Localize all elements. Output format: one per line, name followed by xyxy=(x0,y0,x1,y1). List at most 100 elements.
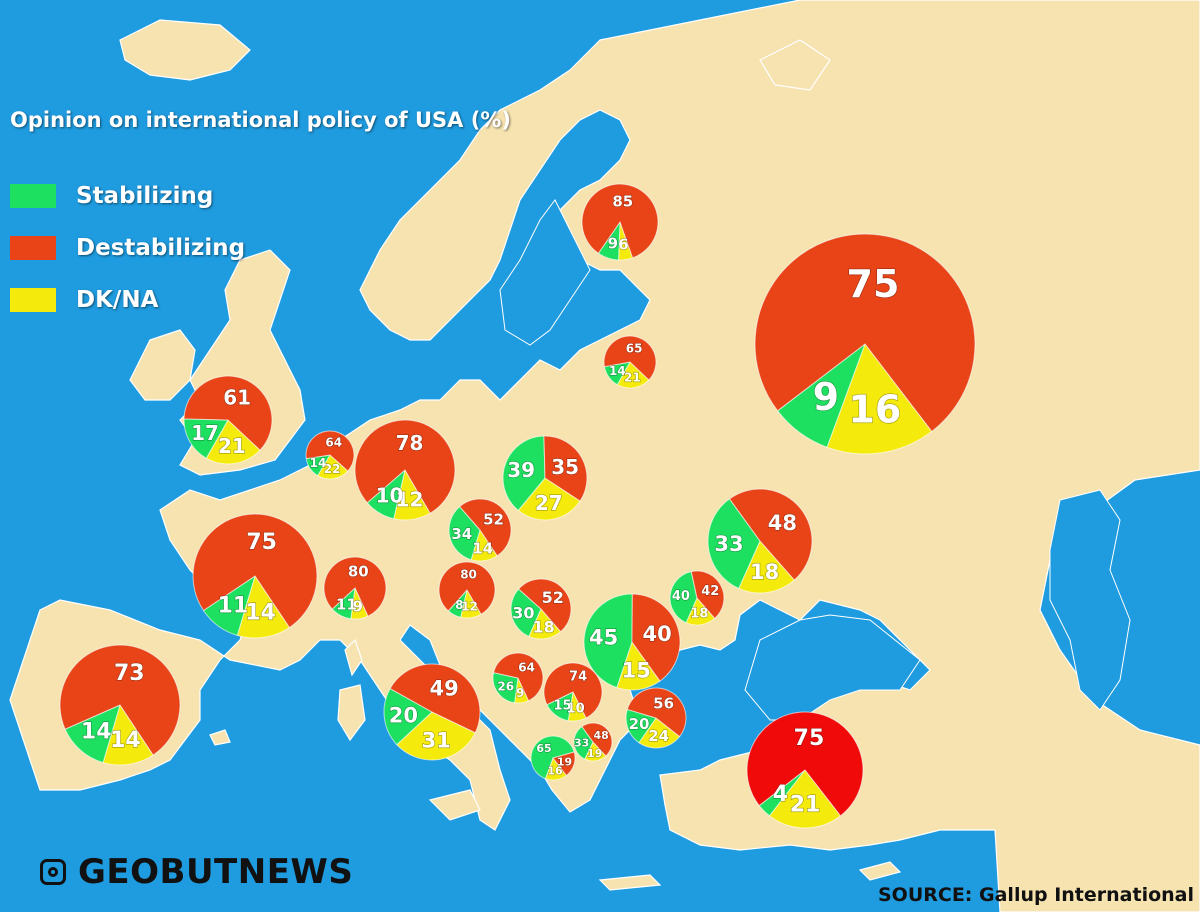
pie-finland-dkna-label: 6 xyxy=(618,236,628,254)
pie-finland-stabilizing-label: 9 xyxy=(608,235,618,253)
land-sicily xyxy=(428,789,481,821)
land-balearics xyxy=(209,729,231,746)
pie-germany-stabilizing-label: 10 xyxy=(376,484,404,508)
pie-austria-stabilizing-label: 8 xyxy=(455,598,463,612)
pie-hungary-stabilizing-label: 30 xyxy=(512,603,534,622)
legend-item-stabilizing: Stabilizing xyxy=(10,170,245,222)
pie-bosnia-destabilizing-label: 64 xyxy=(518,660,535,674)
pie-poland-destabilizing-slice xyxy=(543,435,588,502)
pie-uk-destabilizing-slice xyxy=(183,375,273,451)
pie-turkey-dkna-label: 21 xyxy=(790,792,821,817)
pie-turkey-destabilizing-slice xyxy=(746,711,864,817)
instagram-icon xyxy=(40,859,66,885)
caspian-sea xyxy=(1049,489,1131,711)
pie-bosnia-destabilizing-slice xyxy=(492,652,544,702)
pie-italy-dkna-label: 31 xyxy=(422,728,451,752)
pie-romania-dkna-label: 15 xyxy=(622,658,651,682)
map-title: Opinion on international policy of USA (… xyxy=(10,108,511,132)
pie-ukraine-dkna-label: 18 xyxy=(750,560,779,584)
pie-hungary-dkna-label: 18 xyxy=(533,617,555,636)
pie-spain-dkna-label: 14 xyxy=(110,728,141,753)
pie-spain-destabilizing-slice xyxy=(59,644,181,756)
pie-netherlands-dkna-label: 22 xyxy=(324,462,341,476)
pie-poland-dkna-label: 27 xyxy=(535,491,563,515)
pie-spain-stabilizing-label: 14 xyxy=(81,720,112,745)
pie-latvia-destabilizing-label: 65 xyxy=(626,341,643,355)
pie-north_macedonia-stabilizing-slice xyxy=(573,725,594,760)
pie-poland-dkna-slice xyxy=(517,477,581,521)
pie-romania-stabilizing-label: 45 xyxy=(589,625,618,649)
pie-romania-destabilizing-slice xyxy=(631,593,681,682)
land-iceland xyxy=(119,19,251,81)
pie-ukraine-dkna-slice xyxy=(738,540,796,594)
legend-item-dkna: DK/NA xyxy=(10,274,245,326)
pie-russia: 169 75 xyxy=(754,233,976,455)
pie-moldova-destabilizing-slice xyxy=(690,570,725,620)
legend-item-destabilizing: Destabilizing xyxy=(10,222,245,274)
pie-ukraine-destabilizing-label: 48 xyxy=(768,511,797,535)
pie-france-stabilizing-label: 11 xyxy=(218,593,249,618)
pie-kosovo-destabilizing-slice xyxy=(552,751,576,777)
pie-uk-stabilizing-slice xyxy=(183,418,229,459)
pie-bulgaria-dkna-slice xyxy=(638,717,681,749)
pie-moldova-stabilizing-slice xyxy=(669,571,698,624)
pie-bulgaria-destabilizing-label: 56 xyxy=(653,694,674,712)
pie-france-destabilizing-label: 75 xyxy=(246,530,277,555)
pie-italy-stabilizing-label: 20 xyxy=(389,703,418,727)
pie-uk-dkna-label: 21 xyxy=(218,434,246,458)
pie-italy-destabilizing-slice xyxy=(389,663,481,734)
pie-finland-destabilizing-label: 85 xyxy=(612,192,633,210)
pie-russia-stabilizing-label: 9 xyxy=(813,375,839,419)
legend-label-dkna: DK/NA xyxy=(76,287,159,313)
pie-kosovo: 16 65 19 xyxy=(530,735,576,781)
pie-kosovo-stabilizing-slice xyxy=(530,735,575,780)
pie-italy-stabilizing-slice xyxy=(383,687,433,746)
pie-turkey-dkna-slice xyxy=(768,769,842,829)
pie-bulgaria-stabilizing-slice xyxy=(625,708,657,744)
pie-poland-destabilizing-label: 35 xyxy=(551,455,579,479)
pie-ukraine-stabilizing-slice xyxy=(707,498,761,590)
pie-north_macedonia-destabilizing-slice xyxy=(581,722,613,757)
pie-kosovo-dkna-label: 16 xyxy=(547,765,563,778)
pie-czechia-dkna-label: 14 xyxy=(472,539,493,557)
pie-germany-destabilizing-label: 78 xyxy=(396,431,424,455)
pie-france-dkna-slice xyxy=(236,574,291,639)
pie-bosnia-stabilizing-slice xyxy=(492,672,519,704)
pie-kosovo-stabilizing-label: 65 xyxy=(536,742,551,755)
pie-austria-destabilizing-slice xyxy=(438,561,496,615)
pie-switzerland: 911 80 xyxy=(323,556,387,620)
pie-finland-destabilizing-slice xyxy=(581,183,659,259)
pie-netherlands-destabilizing-label: 64 xyxy=(325,435,342,449)
land-crete xyxy=(598,874,662,891)
pie-switzerland-destabilizing-slice xyxy=(323,556,387,617)
pie-germany-destabilizing-slice xyxy=(354,419,456,514)
pie-czechia-stabilizing-label: 34 xyxy=(451,525,472,543)
pie-austria: 128 80 xyxy=(438,561,496,619)
pie-poland-stabilizing-label: 39 xyxy=(507,458,535,482)
pie-switzerland-destabilizing-label: 80 xyxy=(348,562,369,580)
pie-ukraine-destabilizing-slice xyxy=(728,488,813,581)
pie-moldova-stabilizing-label: 40 xyxy=(672,589,690,604)
pie-north_macedonia-destabilizing-label: 48 xyxy=(593,729,608,742)
land-ireland xyxy=(129,329,196,401)
pie-romania-destabilizing-label: 40 xyxy=(643,622,672,646)
pie-bosnia-stabilizing-label: 26 xyxy=(497,680,514,694)
legend-swatch-dkna xyxy=(10,288,56,312)
pie-turkey-stabilizing-label: 4 xyxy=(773,782,788,807)
pie-france-destabilizing-slice xyxy=(192,513,318,629)
pie-latvia-stabilizing-label: 14 xyxy=(609,364,626,378)
pie-moldova-dkna-label: 18 xyxy=(690,607,708,622)
pie-bosnia-dkna-label: 9 xyxy=(516,686,524,700)
brand-watermark: GEOBUTNEWS xyxy=(40,852,353,892)
